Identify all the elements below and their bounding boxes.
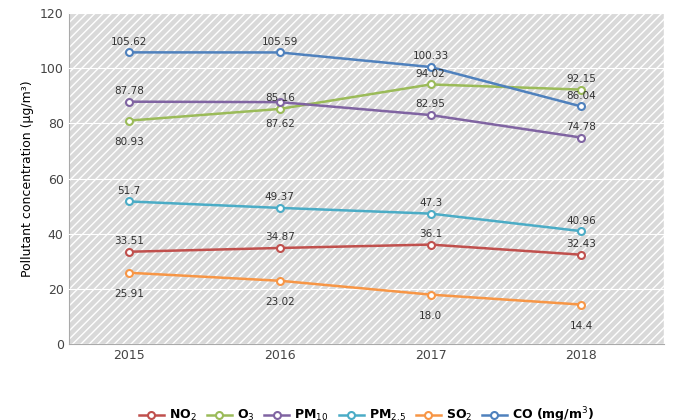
Text: 25.91: 25.91 — [114, 289, 144, 299]
Text: 105.59: 105.59 — [262, 37, 298, 47]
Text: 34.87: 34.87 — [265, 232, 295, 242]
Text: 87.78: 87.78 — [114, 86, 144, 96]
Text: 49.37: 49.37 — [265, 192, 295, 202]
Text: 82.95: 82.95 — [416, 100, 445, 110]
Text: 92.15: 92.15 — [566, 74, 597, 84]
Text: 40.96: 40.96 — [566, 215, 597, 226]
Bar — [68, 13, 664, 344]
Y-axis label: Pollutant concentration (μg/m³): Pollutant concentration (μg/m³) — [21, 80, 34, 277]
Text: 14.4: 14.4 — [570, 321, 593, 331]
Text: 105.62: 105.62 — [111, 37, 147, 47]
Text: 32.43: 32.43 — [566, 239, 597, 249]
Legend: NO$_2$, O$_3$, PM$_{10}$, PM$_{2.5}$, SO$_2$, CO (mg/m$^3$): NO$_2$, O$_3$, PM$_{10}$, PM$_{2.5}$, SO… — [134, 400, 599, 420]
Text: 18.0: 18.0 — [419, 311, 442, 321]
Text: 51.7: 51.7 — [117, 186, 140, 196]
Text: 86.04: 86.04 — [566, 91, 597, 101]
Text: 100.33: 100.33 — [412, 51, 449, 61]
Text: 74.78: 74.78 — [566, 122, 597, 132]
Text: 47.3: 47.3 — [419, 198, 443, 208]
Text: 85.16: 85.16 — [265, 93, 295, 103]
Text: 80.93: 80.93 — [114, 137, 144, 147]
Text: 94.02: 94.02 — [416, 69, 445, 79]
Text: 87.62: 87.62 — [265, 119, 295, 129]
Text: 23.02: 23.02 — [265, 297, 295, 307]
Text: 33.51: 33.51 — [114, 236, 144, 246]
Text: 36.1: 36.1 — [419, 229, 443, 239]
